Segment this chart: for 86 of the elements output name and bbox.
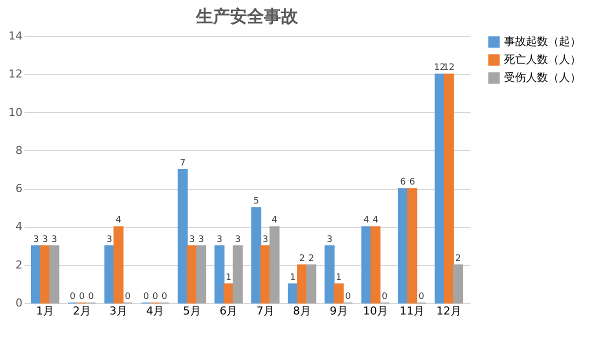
data-label: 0 bbox=[78, 292, 85, 302]
bar bbox=[251, 207, 262, 304]
x-tick-label: 9月 bbox=[330, 304, 348, 318]
bar bbox=[49, 245, 60, 304]
data-label: 3 bbox=[42, 234, 48, 245]
data-label: 3 bbox=[262, 234, 268, 245]
data-label: 3 bbox=[189, 234, 195, 245]
x-tick-label: 8月 bbox=[293, 304, 312, 318]
data-label: 3 bbox=[106, 234, 112, 245]
y-tick-label: 12 bbox=[8, 68, 22, 81]
bar bbox=[398, 188, 408, 304]
data-label: 0 bbox=[162, 292, 168, 302]
data-label: 0 bbox=[345, 292, 352, 302]
bar bbox=[334, 283, 344, 304]
data-label: 4 bbox=[116, 216, 122, 226]
data-label: 3 bbox=[198, 234, 204, 245]
bar bbox=[232, 245, 243, 304]
bar bbox=[30, 245, 41, 304]
data-label: 2 bbox=[299, 254, 305, 264]
data-label: 2 bbox=[308, 254, 314, 264]
bar bbox=[306, 264, 316, 304]
data-label: 12 bbox=[434, 63, 446, 74]
x-tick-label: 5月 bbox=[182, 304, 201, 318]
bar bbox=[361, 226, 372, 304]
legend-label: 事故起数（起） bbox=[504, 35, 581, 48]
data-label: 0 bbox=[70, 292, 76, 302]
bar bbox=[214, 245, 224, 304]
legend-label: 受伤人数（人） bbox=[504, 71, 581, 84]
data-label: 5 bbox=[253, 196, 260, 207]
bar bbox=[260, 245, 270, 304]
bar bbox=[324, 245, 335, 304]
data-label: 3 bbox=[234, 234, 241, 245]
bar bbox=[444, 74, 454, 304]
data-label: 12 bbox=[443, 63, 455, 74]
data-label: 1 bbox=[290, 272, 296, 283]
data-label: 6 bbox=[400, 178, 406, 188]
data-label: 7 bbox=[180, 158, 186, 168]
data-label: 3 bbox=[51, 234, 58, 245]
bar bbox=[104, 245, 114, 304]
data-label: 0 bbox=[382, 292, 388, 302]
x-tick-label: 10月 bbox=[362, 304, 388, 318]
x-tick-label: 2月 bbox=[72, 304, 91, 318]
y-tick-label: 2 bbox=[16, 258, 22, 272]
bar bbox=[196, 245, 206, 304]
data-label: 0 bbox=[124, 292, 131, 302]
data-label: 2 bbox=[455, 254, 461, 264]
data-label: 4 bbox=[272, 216, 278, 226]
bar bbox=[434, 74, 445, 304]
bar bbox=[370, 226, 380, 304]
bar bbox=[453, 264, 464, 304]
data-label: 1 bbox=[336, 272, 342, 283]
x-tick-label: 1月 bbox=[36, 304, 54, 318]
data-label: 0 bbox=[152, 292, 158, 302]
data-label: 0 bbox=[88, 292, 94, 302]
bar bbox=[186, 245, 197, 304]
data-label: 0 bbox=[143, 292, 150, 302]
x-tick-label: 6月 bbox=[220, 304, 238, 318]
x-tick-label: 12月 bbox=[436, 304, 462, 318]
bar bbox=[40, 245, 50, 304]
bar bbox=[270, 226, 280, 304]
data-label: 1 bbox=[226, 272, 232, 283]
data-label: 4 bbox=[363, 216, 370, 226]
x-tick-label: 3月 bbox=[110, 304, 128, 318]
y-tick-label: 0 bbox=[16, 296, 22, 310]
y-tick-label: 8 bbox=[16, 144, 22, 157]
y-tick-label: 14 bbox=[8, 30, 22, 42]
bar bbox=[114, 226, 124, 304]
x-tick-label: 7月 bbox=[256, 304, 274, 318]
bar bbox=[297, 264, 308, 304]
y-tick-label: 4 bbox=[16, 220, 22, 234]
bar bbox=[224, 283, 234, 304]
data-label: 3 bbox=[33, 234, 39, 245]
y-tick-label: 6 bbox=[16, 182, 22, 196]
y-tick-label: 10 bbox=[8, 106, 22, 119]
x-tick-label: 11月 bbox=[400, 304, 425, 318]
bar bbox=[288, 283, 298, 304]
data-label: 0 bbox=[418, 292, 424, 302]
data-label: 3 bbox=[326, 234, 332, 245]
bar bbox=[407, 188, 418, 304]
data-label: 3 bbox=[216, 234, 222, 245]
legend-label: 死亡人数（人） bbox=[504, 53, 581, 66]
data-label: 6 bbox=[409, 178, 416, 188]
chart-title: 生产安全事故 bbox=[195, 7, 299, 27]
data-label: 4 bbox=[372, 216, 379, 226]
x-tick-label: 4月 bbox=[146, 304, 164, 318]
bar bbox=[178, 169, 188, 304]
